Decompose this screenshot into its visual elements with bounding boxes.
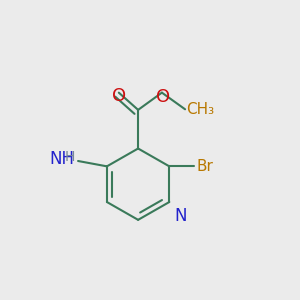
- Text: H: H: [65, 150, 75, 164]
- Text: NH: NH: [49, 150, 74, 168]
- Text: O: O: [156, 88, 170, 106]
- Text: N: N: [175, 207, 187, 225]
- Text: O: O: [112, 87, 126, 105]
- Text: CH₃: CH₃: [186, 102, 214, 117]
- Text: Br: Br: [196, 159, 213, 174]
